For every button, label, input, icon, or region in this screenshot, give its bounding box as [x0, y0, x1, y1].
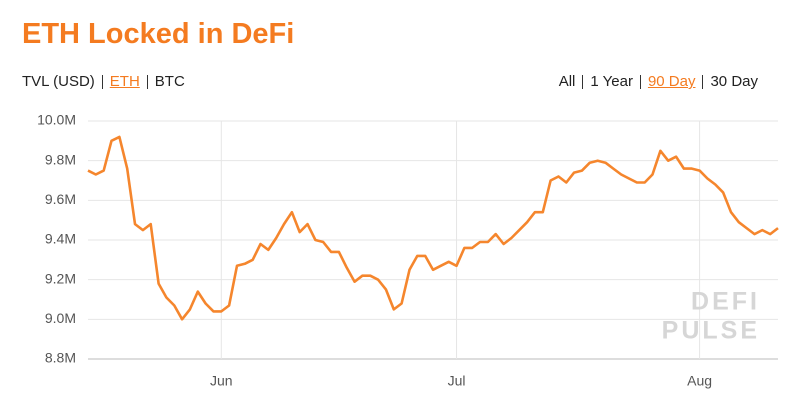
- y-tick-label: 9.6M: [45, 191, 76, 207]
- tab[interactable]: All: [558, 73, 576, 90]
- tab[interactable]: 1 Year: [590, 73, 633, 90]
- watermark: DEFI: [691, 288, 760, 316]
- tab-separator: [702, 74, 704, 89]
- tab[interactable]: BTC: [154, 73, 185, 90]
- y-tick-label: 8.8M: [45, 350, 76, 366]
- x-tick-label: Aug: [687, 373, 712, 389]
- range-tabs: All 1 Year 90 Day 30 Day: [559, 73, 758, 90]
- chart-title: ETH Locked in DeFi: [22, 18, 295, 50]
- tab[interactable]: 90 Day: [647, 73, 696, 90]
- tab-separator: [639, 74, 641, 89]
- y-tick-label: 9.8M: [45, 151, 76, 167]
- metric-tabs: TVL (USD) ETH BTC: [22, 73, 185, 90]
- tab-separator: [101, 74, 103, 89]
- tab[interactable]: 30 Day: [710, 73, 758, 90]
- y-tick-label: 9.2M: [45, 270, 76, 286]
- data-line: [87, 135, 779, 321]
- tab-separator: [146, 74, 148, 89]
- x-tick-label: Jul: [448, 373, 466, 389]
- x-tick-label: Jun: [210, 373, 233, 389]
- watermark: PULSE: [662, 317, 760, 345]
- tab[interactable]: TVL (USD): [22, 73, 95, 90]
- tab-separator: [582, 74, 584, 89]
- y-tick-label: 10.0M: [37, 112, 76, 128]
- tab[interactable]: ETH: [109, 73, 140, 90]
- y-tick-label: 9.4M: [45, 231, 76, 247]
- y-tick-label: 9.0M: [45, 310, 76, 326]
